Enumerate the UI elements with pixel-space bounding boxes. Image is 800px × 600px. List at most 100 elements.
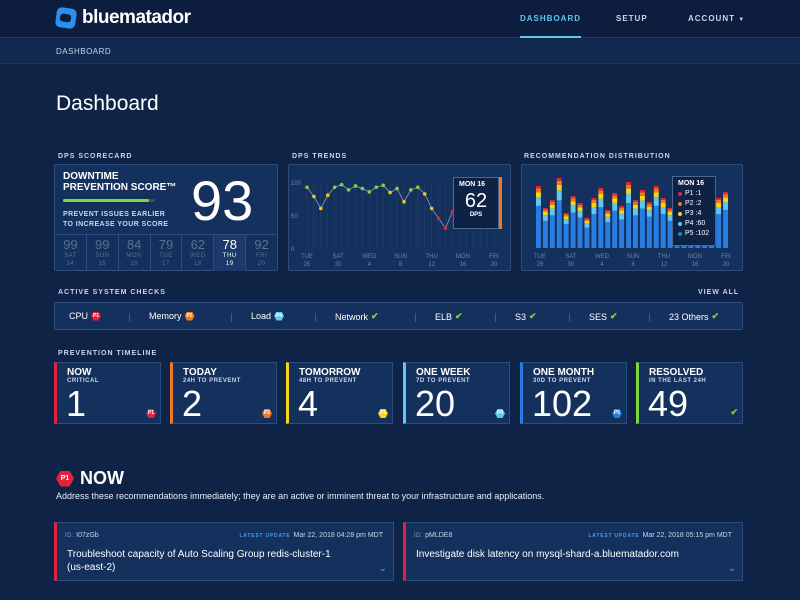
timeline-card[interactable]: NOW CRITICAL 1 P1 bbox=[54, 362, 161, 424]
page-title: Dashboard bbox=[56, 92, 159, 115]
system-check-item[interactable]: Load P4 bbox=[251, 311, 285, 321]
system-check-item[interactable]: SES ✔ bbox=[589, 311, 618, 322]
distribution-tooltip-date: MON 16 bbox=[678, 180, 705, 187]
trend-x-label-day: SAT bbox=[333, 254, 345, 260]
timeline-card[interactable]: RESOLVED IN THE LAST 24H 49 ✔ bbox=[636, 362, 743, 424]
score-day-name: TUE bbox=[159, 253, 173, 259]
distribution-bar-segment bbox=[723, 202, 728, 210]
recommendation-card[interactable]: ID: I07zGb LATEST UPDATE Mar 22, 2018 04:… bbox=[54, 522, 394, 581]
distribution-bar-segment bbox=[549, 208, 555, 216]
distribution-x-label-date: 12 bbox=[661, 262, 668, 268]
distribution-bar-segment bbox=[605, 210, 611, 212]
timeline-card-title: TOMORROW bbox=[299, 367, 361, 378]
distribution-x-label-day: WED bbox=[595, 254, 610, 260]
trend-tooltip-date: MON 16 bbox=[459, 181, 486, 188]
distribution-bar-segment bbox=[605, 213, 611, 217]
trend-tooltip-value: 62 bbox=[464, 190, 488, 212]
score-day[interactable]: 99 SUN 15 bbox=[87, 235, 119, 271]
distribution-bar-segment bbox=[626, 188, 631, 194]
distribution-bar-segment bbox=[556, 200, 562, 248]
score-day[interactable]: 99 SAT 14 bbox=[55, 235, 87, 271]
system-check-item[interactable]: S3 ✔ bbox=[515, 311, 537, 322]
expand-chevron-icon[interactable]: ⌄ bbox=[378, 563, 387, 574]
distribution-bar-segment bbox=[626, 184, 631, 189]
system-check-item[interactable]: Memory P2 bbox=[149, 311, 195, 321]
distribution-tooltip-row-label: P3 :4 bbox=[685, 210, 702, 217]
checkmark-icon: ✔ bbox=[730, 407, 738, 417]
distribution-bar-segment bbox=[626, 203, 631, 248]
divider bbox=[231, 313, 232, 322]
score-day[interactable]: 79 TUE 17 bbox=[151, 235, 183, 271]
system-check-item[interactable]: ELB ✔ bbox=[435, 311, 463, 322]
distribution-bar-segment bbox=[723, 194, 728, 198]
legend-dot-icon bbox=[678, 232, 682, 236]
score-day[interactable]: 92 FRI 20 bbox=[246, 235, 277, 271]
distribution-bar-segment bbox=[716, 207, 722, 214]
distribution-bar-segment bbox=[598, 190, 604, 194]
timeline-card-count: 20 bbox=[415, 383, 456, 424]
priority-badge-icon: P5 bbox=[612, 409, 622, 418]
checkmark-icon: ✔ bbox=[711, 311, 720, 321]
distribution-x-label-day: SUN bbox=[627, 254, 640, 260]
trend-x-label-date: 16 bbox=[459, 262, 466, 268]
trend-x-label-day: MON bbox=[456, 254, 470, 260]
distribution-bar-segment bbox=[591, 203, 597, 207]
distribution-bar-segment bbox=[563, 219, 569, 225]
trend-point bbox=[381, 183, 385, 188]
legend-dot-icon bbox=[678, 202, 682, 206]
distribution-tooltip-row-label: P2 :2 bbox=[685, 200, 702, 207]
nav-account-label: ACCOUNT bbox=[688, 14, 735, 23]
brand-logo[interactable]: bluematador bbox=[54, 6, 191, 30]
system-check-item[interactable]: 23 Others ✔ bbox=[669, 311, 719, 322]
score-day-name: THU bbox=[222, 253, 237, 259]
system-check-label: Memory bbox=[149, 311, 182, 321]
score-day[interactable]: 78 THU 19 bbox=[214, 235, 247, 271]
trend-tooltip-marker bbox=[499, 177, 502, 229]
system-check-item[interactable]: CPU P1 bbox=[69, 311, 102, 321]
checks-label: ACTIVE SYSTEM CHECKS bbox=[58, 289, 166, 296]
timeline-card-subtitle: CRITICAL bbox=[67, 378, 99, 384]
priority-badge-icon: P2 bbox=[262, 409, 272, 418]
distribution-bar-segment bbox=[619, 207, 625, 211]
trend-point bbox=[367, 190, 372, 194]
recommendation-card[interactable]: ID: pMLDE8 LATEST UPDATE Mar 22, 2018 05:… bbox=[403, 522, 743, 581]
timeline-card[interactable]: ONE MONTH 30D TO PREVENT 102 P5 bbox=[520, 362, 627, 424]
priority-badge-icon: P3 bbox=[378, 409, 388, 418]
distribution-bar-segment bbox=[653, 188, 659, 193]
p1-badge-icon: P1 bbox=[56, 470, 74, 487]
distribution-bar-segment bbox=[619, 219, 625, 248]
distribution-bar-segment bbox=[577, 203, 583, 205]
view-all-link[interactable]: VIEW ALL bbox=[698, 289, 740, 296]
timeline-card[interactable]: TOMORROW 48H TO PREVENT 4 P3 bbox=[286, 362, 393, 424]
score-day-value: 62 bbox=[190, 237, 206, 252]
nav-account[interactable]: ACCOUNT ▼ bbox=[688, 0, 745, 38]
recommendation-text-line2: (us-east-2) bbox=[67, 562, 116, 573]
expand-chevron-icon[interactable]: ⌄ bbox=[727, 563, 736, 574]
distribution-bar-segment bbox=[570, 196, 576, 199]
recommendation-text: Investigate disk latency on mysql-shard-… bbox=[416, 548, 679, 561]
distribution-bar-segment bbox=[639, 200, 645, 209]
nav-dashboard[interactable]: DASHBOARD bbox=[520, 0, 581, 38]
trend-point bbox=[416, 185, 420, 190]
trend-y-tick: 100 bbox=[291, 181, 302, 187]
distribution-bar-segment bbox=[577, 217, 583, 248]
score-title: DOWNTIME PREVENTION SCORE™ bbox=[63, 171, 176, 193]
score-day[interactable]: 84 MON 16 bbox=[119, 235, 151, 271]
distribution-bar-segment bbox=[542, 209, 548, 212]
distribution-tooltip-row: P4 :60 bbox=[678, 219, 710, 229]
timeline-card[interactable]: TODAY 24H TO PREVENT 2 P2 bbox=[170, 362, 277, 424]
distribution-bar-segment bbox=[716, 198, 722, 200]
score-day[interactable]: 62 WED 18 bbox=[182, 235, 215, 271]
distribution-tooltip-rows: P1 :1 P2 :2 P3 :4 P4 :60 P5 :102 bbox=[678, 189, 710, 239]
id-label: ID: bbox=[65, 533, 75, 539]
breadcrumb[interactable]: DASHBOARD bbox=[56, 47, 112, 56]
trend-point bbox=[319, 206, 323, 211]
score-value: 93 bbox=[191, 169, 254, 232]
score-day-value: 84 bbox=[126, 237, 142, 252]
system-check-item[interactable]: Network ✔ bbox=[335, 311, 379, 322]
timeline-card[interactable]: ONE WEEK 7D TO PREVENT 20 P4 bbox=[403, 362, 510, 424]
score-day-date: 17 bbox=[162, 261, 170, 267]
recommendation-id: ID: I07zGb bbox=[65, 532, 99, 539]
nav-setup[interactable]: SETUP bbox=[616, 14, 648, 23]
score-progress-bar bbox=[63, 199, 155, 202]
